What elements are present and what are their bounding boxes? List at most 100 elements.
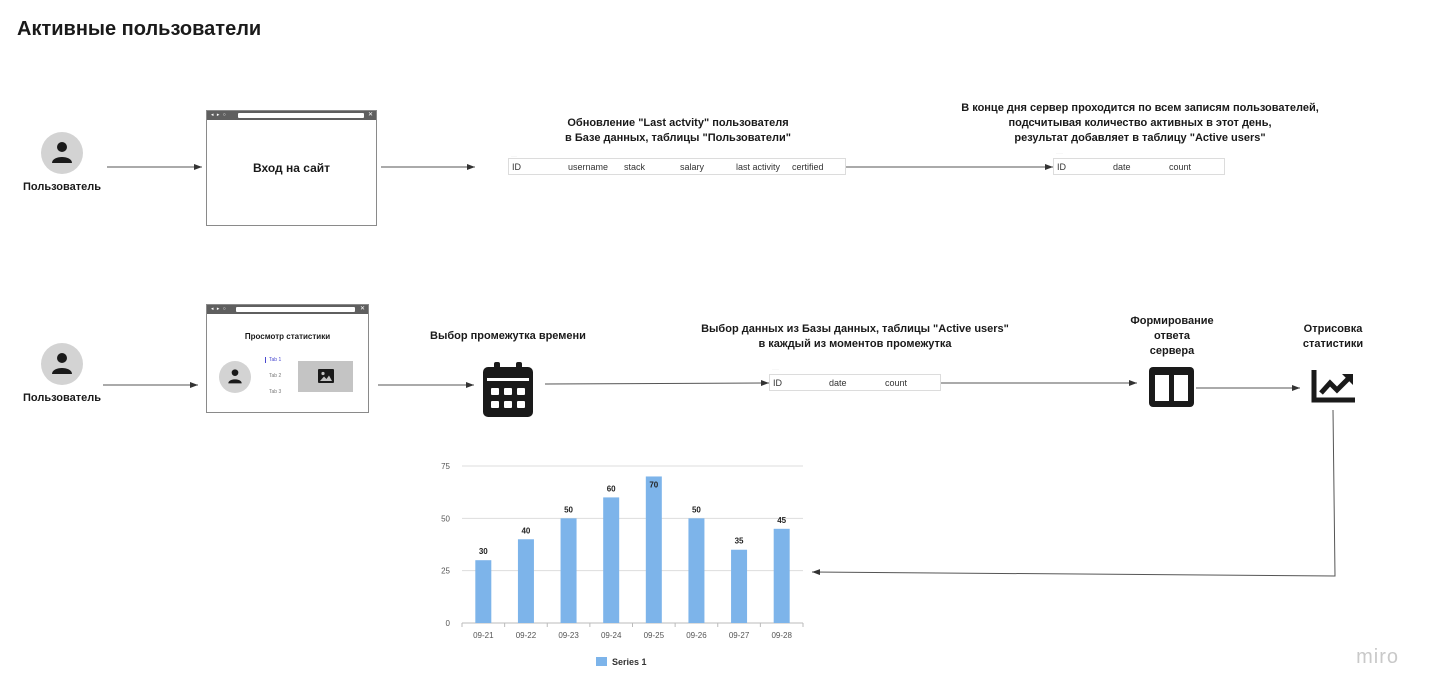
user-label: Пользователь <box>22 181 101 193</box>
trending-up-icon <box>1311 370 1355 403</box>
tab-1[interactable]: Tab 1 <box>265 357 281 363</box>
window-title: Вход на сайт <box>252 161 330 175</box>
bar <box>475 560 492 623</box>
close-icon: ✕ <box>367 112 373 118</box>
table-tag: ······· <box>1056 151 1063 155</box>
x-tick-label: 09-25 <box>644 631 665 640</box>
table-column: certified <box>792 161 824 172</box>
miro-logo: miro <box>1356 646 1399 668</box>
calendar-icon <box>483 362 533 417</box>
bar <box>560 518 577 623</box>
table-column: last activity <box>736 161 781 172</box>
bar <box>603 497 620 623</box>
nav-icons: ◂ ▸ ○ <box>211 306 227 312</box>
close-icon: ✕ <box>359 306 365 312</box>
avatar <box>41 343 83 385</box>
table-tag: ······· <box>772 367 779 371</box>
note-line: Выбор данных из Базы данных, таблицы "Ac… <box>701 323 1009 335</box>
bar-chart: 0 25 50 75 30 09-21 40 09-22 50 09-23 60 09-24 70 09-… <box>441 462 804 667</box>
data-label: 30 <box>479 547 488 556</box>
table-column: stack <box>624 161 646 172</box>
note-line: в Базе данных, таблицы "Пользователи" <box>565 132 791 144</box>
url-bar <box>236 307 355 312</box>
period-label: Выбор промежутка времени <box>430 330 586 342</box>
users-table: ID username stack salary last activity c… <box>508 158 846 175</box>
data-label: 35 <box>735 537 744 546</box>
x-tick-label: 09-28 <box>771 631 792 640</box>
data-label: 45 <box>777 516 786 525</box>
image-placeholder <box>298 361 353 392</box>
y-tick-label: 75 <box>441 462 450 471</box>
data-label: 70 <box>649 480 658 489</box>
tab-2[interactable]: Tab 2 <box>269 373 282 379</box>
table-column: username <box>568 161 609 172</box>
bar <box>688 518 705 623</box>
user-label: Пользователь <box>22 392 101 404</box>
x-tick-label: 09-22 <box>516 631 537 640</box>
login-window: ◂ ▸ ○ ✕ Вход на сайт <box>206 110 377 226</box>
server-note: В конце дня сервер проходится по всем за… <box>940 101 1340 146</box>
table-column: date <box>1113 161 1131 172</box>
x-tick-label: 09-26 <box>686 631 707 640</box>
user-icon <box>52 142 72 163</box>
note-line: результат добавляет в таблицу "Active us… <box>1014 132 1266 144</box>
url-bar <box>238 113 364 118</box>
response-note: Формирование ответа сервера <box>1112 314 1232 359</box>
x-tick-label: 09-21 <box>473 631 494 640</box>
data-label: 50 <box>564 505 573 514</box>
image-icon <box>318 369 334 383</box>
legend-label: Series 1 <box>612 657 647 667</box>
data-label: 60 <box>607 484 616 493</box>
update-note: Обновление "Last actvity" пользователя в… <box>520 116 836 146</box>
note-line: В конце дня сервер проходится по всем за… <box>961 102 1319 114</box>
note-line: ответа <box>1154 330 1190 342</box>
note-line: Формирование <box>1130 315 1214 327</box>
x-tick-label: 09-27 <box>729 631 750 640</box>
bar <box>731 549 748 623</box>
bar <box>773 528 790 623</box>
table-column: date <box>829 377 847 388</box>
window-toolbar: ◂ ▸ ○ ✕ <box>207 111 376 120</box>
y-tick-label: 50 <box>441 514 450 523</box>
y-tick-label: 25 <box>441 567 450 576</box>
table-column: count <box>885 377 908 388</box>
window-title: Просмотр статистики <box>244 332 331 341</box>
tab-3[interactable]: Tab 3 <box>269 389 282 395</box>
data-label: 40 <box>521 526 530 535</box>
nav-icons: ◂ ▸ ○ <box>211 112 227 118</box>
x-tick-label: 09-24 <box>601 631 622 640</box>
avatar <box>219 361 251 393</box>
table-column: ID <box>1057 161 1066 172</box>
active-users-table: ID date count <box>1053 158 1225 175</box>
data-label: 50 <box>692 505 701 514</box>
table-column: salary <box>680 161 705 172</box>
note-line: подсчитывая количество активных в этот д… <box>1008 117 1272 129</box>
table-column: count <box>1169 161 1192 172</box>
y-tick-label: 0 <box>446 619 451 628</box>
table-column: ID <box>773 377 782 388</box>
table-tag: ······ <box>511 154 517 158</box>
render-note: Отрисовка статистики <box>1283 322 1383 352</box>
avatar <box>41 132 83 174</box>
user-icon <box>52 353 72 374</box>
legend-swatch <box>596 657 607 666</box>
window-toolbar: ◂ ▸ ○ ✕ <box>207 305 368 314</box>
layout-columns-icon <box>1149 367 1194 407</box>
note-line: сервера <box>1149 345 1195 357</box>
arrow <box>811 409 1336 577</box>
x-tick-label: 09-23 <box>558 631 579 640</box>
stats-window: ◂ ▸ ○ ✕ Просмотр статистики Tab 1 Tab 2 … <box>206 304 369 413</box>
arrow <box>544 380 770 387</box>
active-users-table: ID date count <box>769 374 941 391</box>
note-line: Отрисовка <box>1303 323 1363 335</box>
note-line: статистики <box>1302 338 1364 350</box>
select-note: Выбор данных из Базы данных, таблицы "Ac… <box>680 322 1030 352</box>
bar <box>517 539 534 623</box>
user-icon <box>228 369 242 384</box>
bar <box>645 476 662 623</box>
note-line: Обновление "Last actvity" пользователя <box>567 117 789 129</box>
note-line: в каждый из моментов промежутка <box>758 338 952 350</box>
table-column: ID <box>512 161 521 172</box>
page-title: Активные пользователи <box>17 18 262 40</box>
